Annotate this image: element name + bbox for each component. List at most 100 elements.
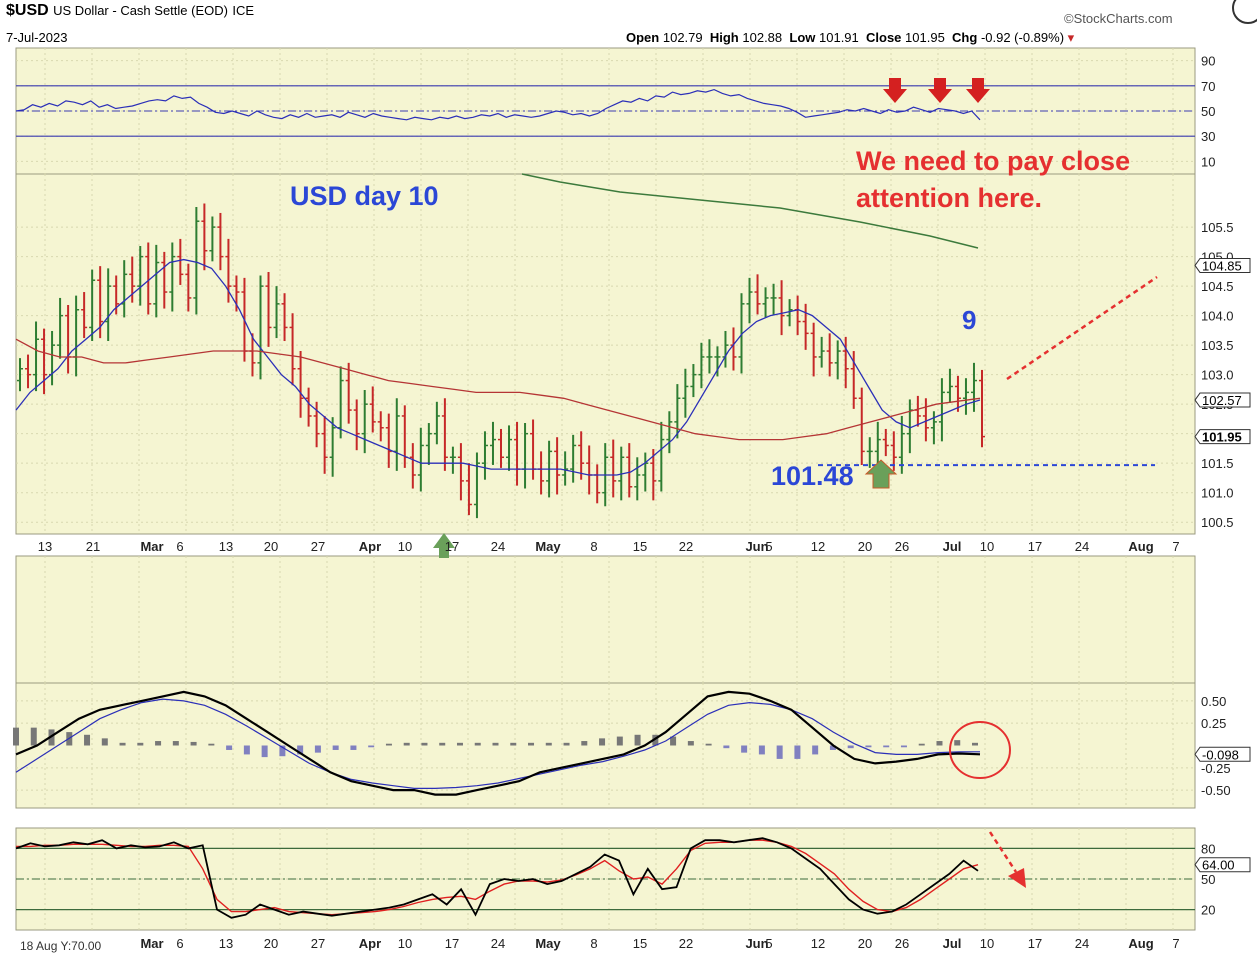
down-projection-line xyxy=(988,831,1018,873)
ohlc-bar xyxy=(962,378,969,415)
macd-histogram-bar xyxy=(652,734,659,746)
macd-histogram-bar xyxy=(332,745,339,750)
low-value: 101.91 xyxy=(819,30,859,45)
macd-histogram-bar xyxy=(190,741,197,746)
ohlc-bar xyxy=(826,333,833,377)
red-down-arrow-icon xyxy=(883,78,907,103)
x-axis-top-tick-label: Jul xyxy=(943,539,962,554)
ohlc-bar xyxy=(858,387,865,465)
x-axis-bottom-tick-label: 24 xyxy=(1075,936,1089,951)
x-axis-top-tick-label: 6 xyxy=(176,539,183,554)
x-axis-top-tick-label: 17 xyxy=(1028,539,1042,554)
x-axis-top-tick-label: 21 xyxy=(86,539,100,554)
x-axis-top-tick-label: 13 xyxy=(38,539,52,554)
ohlc-bar xyxy=(289,313,296,386)
chg-down-icon: ▾ xyxy=(1067,30,1075,45)
current-value-tag xyxy=(1194,746,1251,762)
x-axis-bottom-tick-label: 24 xyxy=(491,936,505,951)
ohlc-bar xyxy=(177,238,184,285)
x-axis-bottom-tick-label: 17 xyxy=(445,936,459,951)
macd-line xyxy=(15,690,981,796)
low-label: Low xyxy=(789,30,816,45)
x-axis-bottom-tick-label: 7 xyxy=(1172,936,1179,951)
sma-long-line xyxy=(521,173,979,249)
y-axis-tick-label: 50 xyxy=(1201,872,1215,887)
stoch-d-line xyxy=(16,839,979,916)
macd-histogram-bar xyxy=(261,745,268,758)
macd-histogram-bar xyxy=(208,743,215,746)
exchange-label: ICE xyxy=(232,3,255,18)
macd-histogram-bar xyxy=(172,741,179,746)
x-axis-top-tick-label: 8 xyxy=(590,539,597,554)
macd-histogram-bar xyxy=(456,742,463,746)
count-label: 9 xyxy=(962,305,976,335)
x-axis-top-tick-label: 13 xyxy=(219,539,233,554)
ohlc-bar xyxy=(842,336,849,389)
macd-histogram-bar xyxy=(847,745,854,749)
macd-histogram-bar xyxy=(918,743,925,746)
ohlc-bar xyxy=(938,378,945,442)
macd-histogram-bar xyxy=(936,741,943,746)
ticker-symbol: $USD xyxy=(6,2,49,19)
ohlc-bar xyxy=(313,401,320,448)
x-axis-bottom-tick-label: 8 xyxy=(590,936,597,951)
macd-histogram-bar xyxy=(474,742,481,746)
ohlc-bar xyxy=(762,287,769,318)
stoch-k-line xyxy=(15,837,979,919)
close-label: Close xyxy=(866,30,902,45)
macd-histogram-bar xyxy=(226,745,233,750)
ohlc-bar xyxy=(954,375,961,412)
ohlc-bar xyxy=(273,286,280,339)
ohlc-bar xyxy=(425,423,432,465)
macd-histogram-bar xyxy=(812,745,819,755)
ohlc-bar xyxy=(979,369,985,448)
note-line-1: We need to pay close xyxy=(856,146,1130,176)
ohlc-readout: Open 102.79 High 102.88 Low 101.91 Close… xyxy=(626,30,1074,46)
ohlc-bar xyxy=(690,364,697,398)
x-axis-top-tick-label: 15 xyxy=(633,539,647,554)
current-value-label: 101.95 xyxy=(1202,430,1242,445)
ohlc-bar xyxy=(25,354,32,389)
ohlc-bar xyxy=(738,293,745,374)
red-arrowhead-icon xyxy=(1008,868,1026,888)
sma-short-line xyxy=(15,258,981,476)
ohlc-bar xyxy=(746,277,753,324)
y-axis-tick-label: 0.50 xyxy=(1201,694,1226,709)
panel-blank-background xyxy=(15,555,1196,684)
ohlc-bar xyxy=(185,263,192,312)
sma-mid-line xyxy=(15,338,981,441)
macd-histogram-bar xyxy=(385,743,392,746)
ohlc-bar xyxy=(105,268,112,342)
ohlc-bar xyxy=(706,339,713,374)
high-value: 102.88 xyxy=(742,30,783,45)
ohlc-bar xyxy=(137,246,144,306)
y-axis-tick-label: 80 xyxy=(1201,841,1215,856)
y-axis-tick-label: -0.25 xyxy=(1201,761,1231,776)
x-axis-top-tick-label: Aug xyxy=(1128,539,1153,554)
macd-histogram-bar xyxy=(687,741,694,746)
macd-histogram-bar xyxy=(492,742,499,746)
ohlc-bar xyxy=(17,358,23,392)
ohlc-bar xyxy=(145,242,152,315)
current-value-tag xyxy=(1194,857,1251,873)
ohlc-bar xyxy=(473,452,480,519)
chart-header: $USD US Dollar - Cash Settle (EOD) ICE xyxy=(6,2,254,20)
current-value-label: 104.85 xyxy=(1202,258,1242,273)
high-label: High xyxy=(709,30,739,45)
x-axis-bottom-tick-label: May xyxy=(535,936,561,951)
ohlc-bar xyxy=(449,446,456,474)
ohlc-bar xyxy=(658,421,665,492)
current-value-tag xyxy=(1194,257,1251,273)
x-axis-bottom-tick-label: 12 xyxy=(811,936,825,951)
current-value-label: -0.098 xyxy=(1202,747,1239,762)
y-axis-tick-label: 103.5 xyxy=(1201,338,1234,353)
x-axis-bottom-tick-label: 15 xyxy=(633,936,647,951)
x-axis-bottom-tick-label: Apr xyxy=(359,936,381,951)
ohlc-bar xyxy=(265,271,272,347)
ohlc-bar xyxy=(882,428,889,457)
ohlc-bar xyxy=(610,439,617,498)
ohlc-bar xyxy=(153,244,160,318)
ohlc-bar xyxy=(169,242,176,312)
x-axis-bottom-tick-label: Jun xyxy=(745,936,768,951)
ohlc-bar xyxy=(922,398,929,442)
